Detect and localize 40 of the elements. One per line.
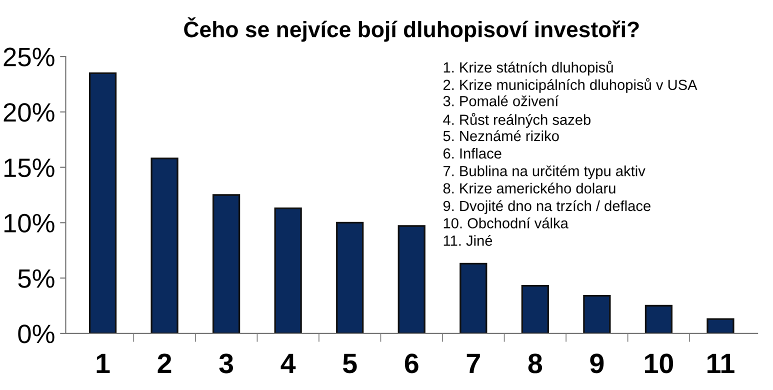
x-tick-label: 1 <box>96 354 110 374</box>
bar <box>460 262 488 334</box>
x-tick-label: 6 <box>404 354 418 374</box>
bar <box>583 294 611 334</box>
x-tick-label: 7 <box>466 354 480 374</box>
x-tick-label: 11 <box>708 354 734 374</box>
y-tick-label: 5% <box>18 269 54 288</box>
annotation: 2. Krize municipálních dluhopisů v USA <box>443 78 698 93</box>
x-tick-label: 5 <box>342 354 357 374</box>
bar <box>150 158 178 334</box>
bar <box>212 194 240 334</box>
y-tick-label: 15% <box>4 158 54 178</box>
y-tick-label: 10% <box>4 214 54 233</box>
x-tick-label: 4 <box>280 354 296 374</box>
y-tick-label: 20% <box>4 103 54 122</box>
annotation: 5. Neznámé riziko <box>443 130 559 142</box>
x-tick-label: 10 <box>645 354 674 374</box>
bar <box>644 304 673 334</box>
y-tick-label: 0% <box>18 324 54 344</box>
bar <box>274 207 302 334</box>
x-tick-label: 2 <box>158 354 172 374</box>
annotation: 1. Krize státních dluhopisů <box>444 60 613 76</box>
annotation: 11. Jiné <box>444 234 492 246</box>
annotation: 7. Bublina na určitém typu aktiv <box>444 165 646 180</box>
annotation: 8. Krize amerického dolaru <box>443 182 616 194</box>
bar <box>88 72 117 334</box>
bar <box>706 318 734 334</box>
x-tick-label: 9 <box>590 354 604 374</box>
chart-title: Čeho se nejvíce bojí dluhopisoví investoři? <box>184 17 639 42</box>
bar <box>521 284 549 334</box>
annotation: 9. Dvojité dno na trzích / deflace <box>443 200 650 214</box>
x-tick-label: 8 <box>528 354 542 374</box>
annotation: 4. Růst reálných sazeb <box>443 113 590 128</box>
annotation: 3. Pomalé oživení <box>443 95 559 106</box>
annotation: 10. Obchodní válka <box>444 218 568 228</box>
x-tick-label: 3 <box>219 354 234 374</box>
bar <box>398 225 426 334</box>
annotation: 6. Inflace <box>443 148 502 159</box>
bar <box>336 222 364 334</box>
y-tick-label: 25% <box>4 48 54 66</box>
